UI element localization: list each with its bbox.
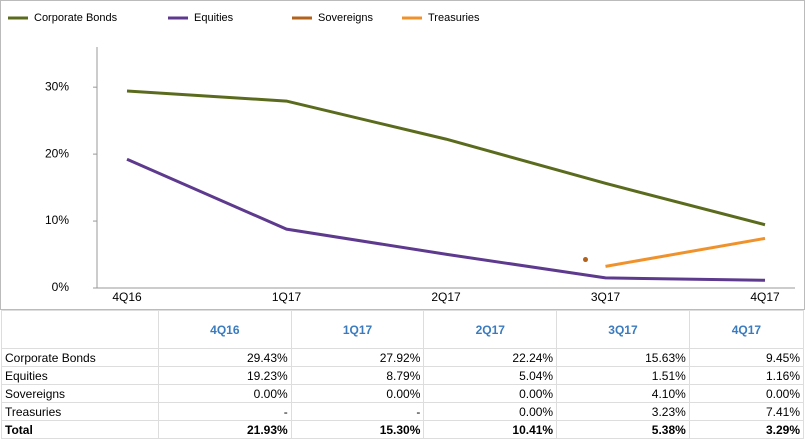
table-cell: 29.43% <box>158 348 292 367</box>
chart: 0% 10% 20% 30% 4Q16 1Q17 2Q17 3Q17 4Q17 Corporate… <box>0 0 805 310</box>
legend-label: Sovereigns <box>318 12 374 24</box>
table-cell: 0.00% <box>158 384 292 403</box>
table-row: 4Q16 1Q17 2Q17 3Q17 4Q17 <box>1 310 805 349</box>
data-table: 4Q16 1Q17 2Q17 3Q17 4Q17 Corporate Bonds 29.43… <box>1 310 805 439</box>
y-tick-label: 20% <box>45 146 69 160</box>
y-tick-label: 10% <box>45 213 69 227</box>
y-tick-label: 0% <box>52 280 70 294</box>
table-row: Sovereigns 0.00% 0.00% 0.00% 4.10% 0.00% <box>1 384 805 403</box>
x-tick-label: 2Q17 <box>431 290 461 304</box>
table-cell: 2Q17 <box>423 310 558 349</box>
table-cell: 4.10% <box>556 384 690 403</box>
table-cell: 1.16% <box>688 366 805 385</box>
table-cell: 3Q17 <box>556 310 690 349</box>
x-tick-label: 3Q17 <box>591 290 621 304</box>
table-cell: 0.00% <box>423 402 558 421</box>
point <box>583 257 588 263</box>
table-cell: 15.63% <box>556 348 690 367</box>
table-cell: Treasuries <box>1 402 159 421</box>
legend-label: Equities <box>194 12 234 24</box>
table-cell: 22.24% <box>423 348 558 367</box>
table-cell: Corporate Bonds <box>1 348 159 367</box>
table-row: Treasuries - -0.00% 3.23% 7.41% <box>1 402 805 421</box>
legend-label: Treasuries <box>428 12 480 24</box>
table-cell: 1.51% <box>556 366 690 385</box>
table-cell: 15.30% <box>290 420 425 439</box>
table-cell <box>1 310 159 349</box>
table-cell: 27.92% <box>290 348 425 367</box>
table-cell: Total <box>1 420 159 439</box>
table-cell: 4Q16 <box>158 310 292 349</box>
table-cell: 5.04% <box>423 366 558 385</box>
table-cell: Equities <box>1 366 159 385</box>
chart-border <box>0 0 805 310</box>
table-cell: 0.00% <box>688 384 805 403</box>
table-cell: 5.38% <box>556 420 690 439</box>
x-tick-label: 4Q16 <box>112 290 142 304</box>
table-cell: - <box>290 402 425 421</box>
series-line <box>126 157 766 282</box>
table-cell: 1Q17 <box>290 310 425 349</box>
legend-label: Corporate Bonds <box>34 12 118 24</box>
table-cell: 0.00% <box>290 384 425 403</box>
series-line <box>126 89 766 227</box>
table-row: Equities 19.23% 8.79% 5.04% 1.51% 1.16% <box>1 366 805 385</box>
table-cell: 10.41% <box>423 420 558 439</box>
table-cell: 0.00% <box>423 384 558 403</box>
table-cell: 9.45% <box>688 348 805 367</box>
table-cell: 3.23% <box>556 402 690 421</box>
table-cell: 21.93% <box>158 420 292 439</box>
series-line <box>605 236 766 268</box>
table-row: Corporate Bonds 29.43% 27.92% 22.24% 15.63% 9… <box>1 348 805 367</box>
x-tick-label: 1Q17 <box>272 290 302 304</box>
table-cell: - <box>158 402 292 421</box>
table-cell: 4Q17 <box>688 310 805 349</box>
table-cell: 7.41% <box>688 402 805 421</box>
x-tick-label: 4Q17 <box>750 290 780 304</box>
table-cell: Sovereigns <box>1 384 159 403</box>
table-cell: 8.79% <box>290 366 425 385</box>
y-tick-label: 30% <box>45 79 69 93</box>
table-cell: 19.23% <box>158 366 292 385</box>
table-row: Total 21.93% 15.30% 10.41% 5.38% 3.29% <box>1 420 805 439</box>
table-cell: 3.29% <box>688 420 805 439</box>
